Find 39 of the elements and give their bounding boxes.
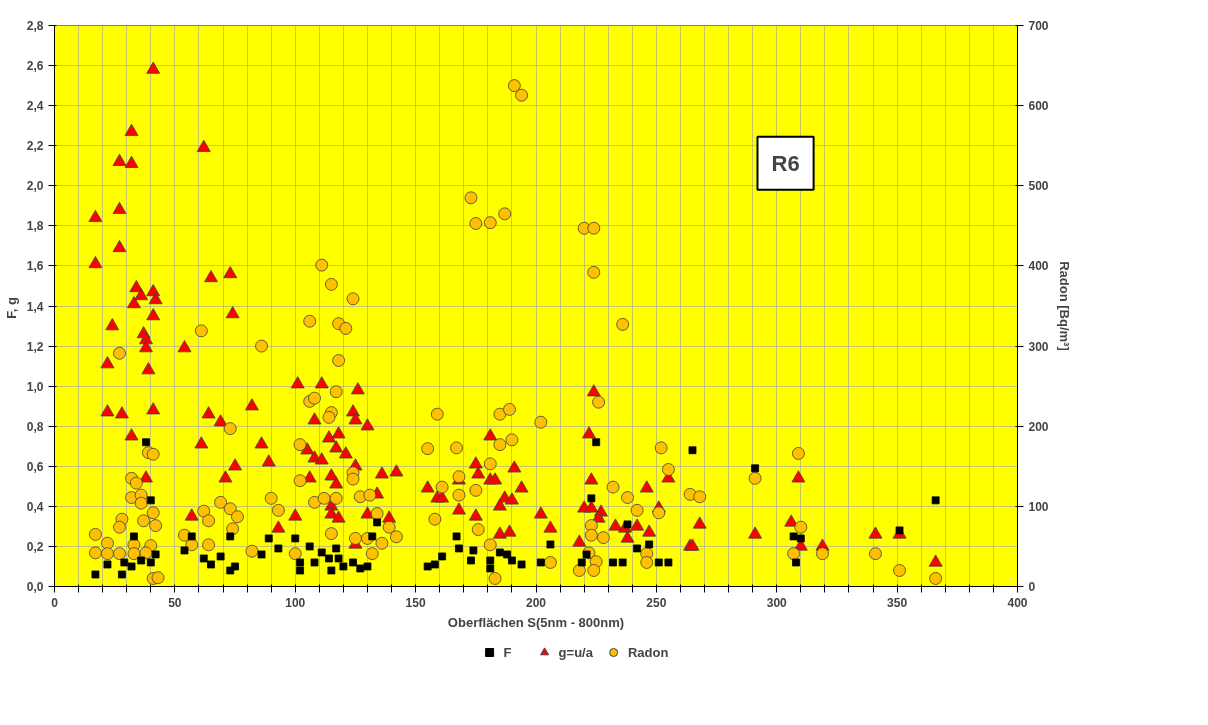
x-tick-label: 200: [525, 595, 547, 610]
x-tick-label: 100: [285, 595, 306, 610]
y-tick-label: 1,4: [26, 299, 44, 314]
legend-label: Radon: [627, 644, 669, 660]
y2-tick-label: 200: [1028, 419, 1049, 434]
y2-tick-label: 0: [1028, 580, 1036, 594]
x-tick-label: 150: [405, 595, 426, 610]
legend-label: F: [503, 644, 513, 660]
x-axis-title: Oberflächen S(5nm - 800nm): [447, 614, 625, 630]
annotation: R6: [771, 150, 800, 176]
x-tick-label: 400: [1007, 595, 1028, 610]
y-tick-label: 0,8: [26, 419, 44, 434]
y2-axis-title: Radon [Bq/m³]: [1056, 261, 1072, 351]
y2-tick-label: 100: [1028, 499, 1049, 514]
y-axis-title: F, g: [3, 296, 19, 319]
y-tick-label: 0,4: [26, 499, 44, 514]
x-tick-label: 300: [766, 595, 788, 610]
y-tick-label: 0,2: [26, 539, 44, 554]
y-tick-label: 2,2: [26, 139, 44, 154]
y-tick-label: 2,6: [26, 59, 44, 74]
y2-tick-label: 600: [1028, 99, 1049, 114]
x-tick-label: 350: [887, 595, 908, 610]
x-tick-label: 250: [646, 595, 667, 610]
y2-tick-label: 500: [1028, 179, 1049, 194]
x-tick-label: 50: [168, 595, 182, 610]
y-tick-label: 1,2: [26, 339, 44, 354]
y2-tick-label: 300: [1028, 339, 1049, 354]
y2-tick-label: 400: [1028, 259, 1049, 274]
y-tick-label: 0,0: [26, 580, 44, 594]
y-tick-label: 1,0: [26, 379, 44, 394]
y-tick-label: 1,6: [26, 259, 44, 274]
y-tick-label: 2,8: [26, 19, 44, 33]
y-tick-label: 2,0: [26, 179, 44, 194]
y2-tick-label: 700: [1028, 19, 1049, 33]
y-tick-label: 1,8: [26, 219, 44, 234]
y-tick-label: 0,6: [26, 459, 44, 474]
legend-label: g=u/a: [558, 644, 593, 660]
y-tick-label: 2,4: [26, 99, 44, 114]
x-tick-label: 0: [51, 595, 59, 610]
